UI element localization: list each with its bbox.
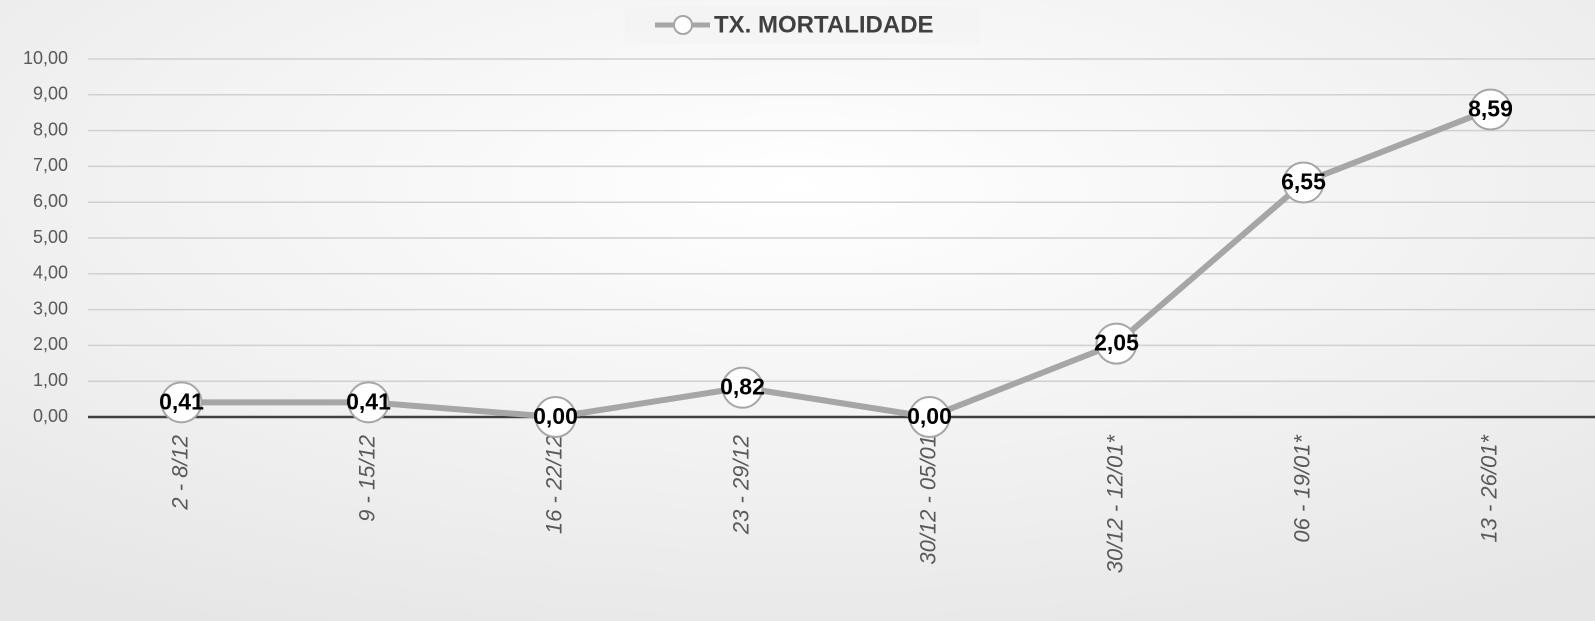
x-tick-label: 06 - 19/01* — [1289, 434, 1314, 543]
marker — [1469, 88, 1512, 131]
x-tick-label: 30/12 - 12/01* — [1102, 434, 1127, 574]
legend: TX. MORTALIDADE — [625, 6, 980, 44]
marker — [347, 381, 390, 424]
x-tick-label: 23 - 29/12 — [728, 435, 753, 535]
data-label: 8,59 — [1468, 96, 1513, 122]
series-line — [181, 106, 1492, 420]
data-label: 6,55 — [1281, 169, 1326, 195]
marker — [534, 396, 577, 438]
data-label: 0,82 — [720, 374, 765, 400]
x-tick-label: 16 - 22/12 — [541, 435, 566, 534]
data-label: 0,41 — [159, 388, 204, 414]
y-tick-label: 5,00 — [33, 227, 68, 247]
marker — [908, 396, 951, 438]
x-tick-label: 13 - 26/01* — [1476, 434, 1501, 543]
y-tick-label: 3,00 — [33, 298, 68, 318]
marker — [1095, 322, 1138, 365]
y-tick-label: 1,00 — [33, 370, 68, 390]
x-tick-label: 2 - 8/12 — [167, 435, 192, 511]
legend-label: TX. MORTALIDADE — [714, 11, 934, 38]
y-tick-label: 10,00 — [23, 48, 68, 68]
x-tick-label: 9 - 15/12 — [354, 435, 379, 522]
y-tick-label: 0,00 — [33, 406, 68, 426]
data-label: 0,00 — [907, 403, 952, 429]
y-tick-label: 6,00 — [33, 191, 68, 211]
data-label: 0,00 — [533, 403, 578, 429]
y-tick-label: 2,00 — [33, 334, 68, 354]
marker — [160, 381, 203, 424]
y-tick-label: 9,00 — [33, 84, 68, 104]
data-label: 2,05 — [1094, 330, 1139, 356]
y-tick-label: 8,00 — [33, 119, 68, 139]
y-tick-label: 7,00 — [33, 155, 68, 175]
y-tick-label: 4,00 — [33, 263, 68, 283]
x-tick-label: 30/12 - 05/01 — [915, 435, 940, 565]
data-label: 0,41 — [346, 388, 391, 414]
marker — [1282, 161, 1325, 204]
marker — [721, 366, 764, 409]
legend-marker — [673, 15, 693, 35]
